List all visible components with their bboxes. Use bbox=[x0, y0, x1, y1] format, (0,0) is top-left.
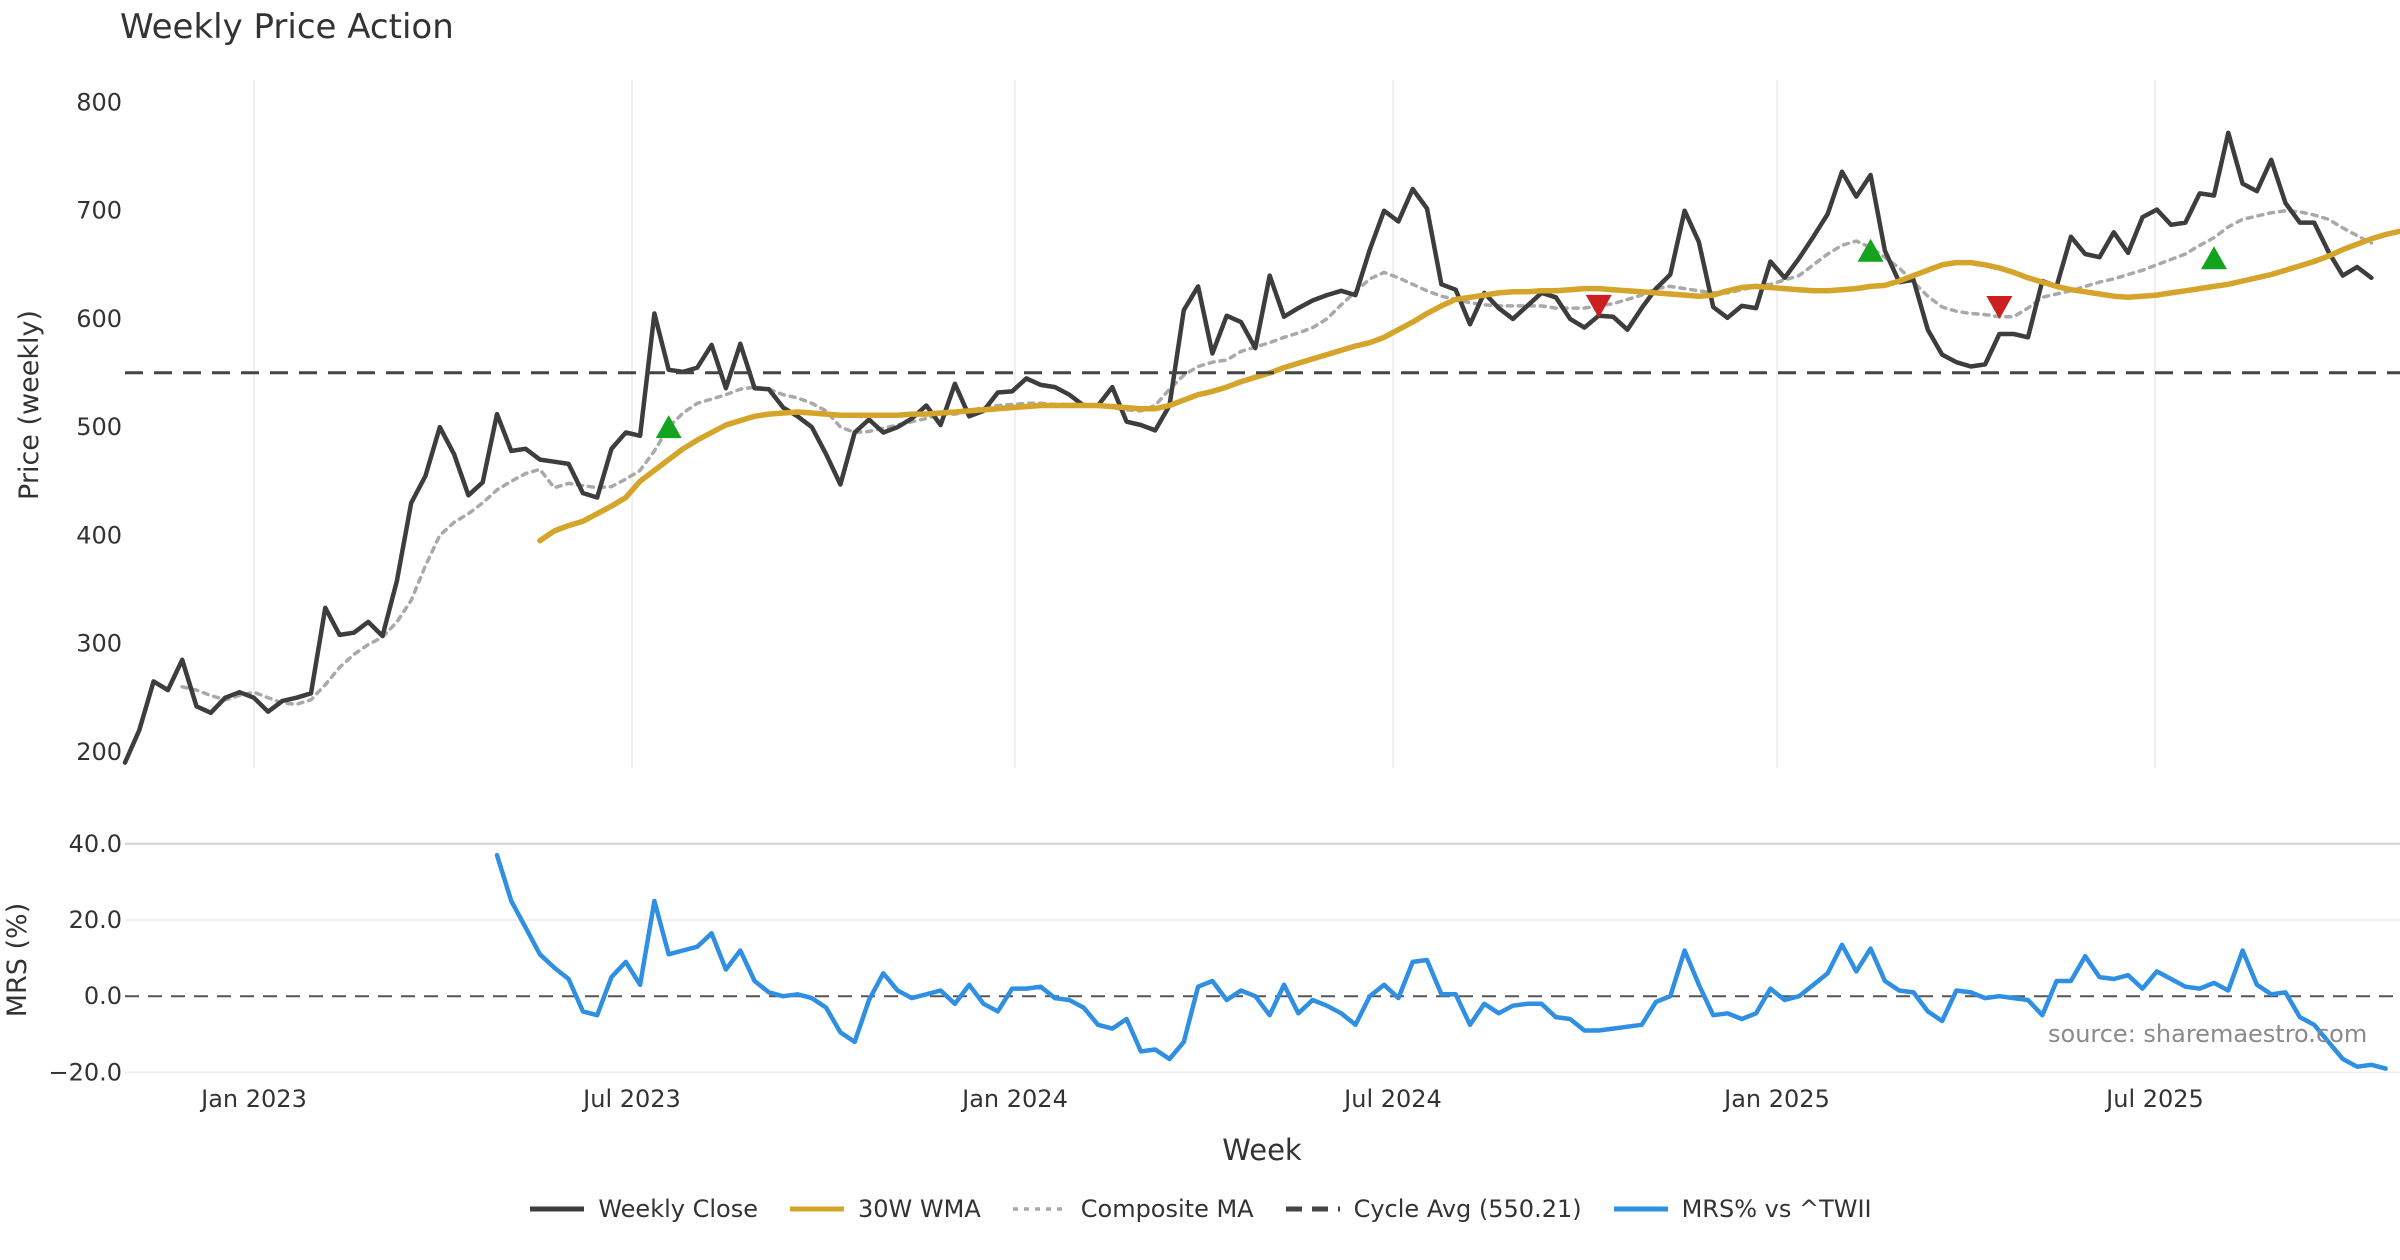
mrs-y-tick-label: −20.0 bbox=[48, 1058, 122, 1086]
price-y-tick-label: 700 bbox=[76, 197, 122, 225]
x-tick-label: Jan 2023 bbox=[199, 1085, 307, 1113]
mrs-plot bbox=[494, 852, 2388, 1071]
sell-signal-marker bbox=[1585, 294, 1612, 318]
legend-swatch bbox=[1012, 1207, 1067, 1211]
legend-swatch bbox=[1285, 1206, 1340, 1212]
legend-label: MRS% vs ^TWII bbox=[1681, 1195, 1872, 1223]
legend-swatch bbox=[789, 1206, 844, 1212]
price-plot bbox=[122, 130, 2400, 765]
price-y-tick-label: 300 bbox=[76, 630, 122, 658]
mrs-y-tick-label: 20.0 bbox=[69, 906, 122, 934]
mrs-y-ticks: −20.0 0.0 20.0 40.0 bbox=[48, 830, 122, 1087]
mrs-grid bbox=[125, 842, 2400, 1074]
price-y-tick-label: 600 bbox=[76, 305, 122, 333]
legend-label: Weekly Close bbox=[598, 1195, 758, 1223]
x-ticks: Jan 2023 Jul 2023 Jan 2024 Jul 2024 Jan 2025… bbox=[199, 1085, 2204, 1113]
legend-label: 30W WMA bbox=[857, 1195, 981, 1223]
legend-item: Weekly Close bbox=[528, 1195, 758, 1223]
price-y-tick-label: 400 bbox=[76, 521, 122, 549]
price-grid bbox=[253, 80, 2156, 768]
composite-ma-line bbox=[180, 208, 2374, 706]
mrs-line bbox=[494, 852, 2388, 1071]
x-tick-label: Jan 2024 bbox=[960, 1085, 1068, 1113]
buy-signal-marker bbox=[655, 415, 682, 439]
price-y-tick-label: 800 bbox=[76, 88, 122, 116]
mrs-axis-label: MRS (%) bbox=[2, 903, 33, 1018]
price-axis-label: Price (weekly) bbox=[14, 310, 45, 500]
legend-swatch bbox=[1613, 1206, 1668, 1212]
legend-label: Composite MA bbox=[1080, 1195, 1254, 1223]
price-y-tick-label: 200 bbox=[76, 738, 122, 766]
legend-item: Composite MA bbox=[1011, 1195, 1254, 1223]
chart-title: Weekly Price Action bbox=[120, 7, 454, 47]
legend-swatch bbox=[530, 1206, 585, 1212]
source-annotation: source: sharemaestro.com bbox=[2048, 1020, 2368, 1048]
x-tick-label: Jul 2025 bbox=[2104, 1085, 2204, 1113]
legend: Weekly Close 30W WMA Composite MA Cycle Avg… bbox=[0, 1195, 2400, 1223]
price-y-ticks: 200 300 400 500 600 700 800 bbox=[76, 88, 122, 765]
x-axis-label: Week bbox=[1222, 1133, 1302, 1167]
price-y-tick-label: 500 bbox=[76, 413, 122, 441]
legend-label: Cycle Avg (550.21) bbox=[1353, 1195, 1582, 1223]
buy-signal-marker bbox=[2200, 246, 2227, 270]
sell-signal-marker bbox=[1986, 295, 2013, 319]
weekly-close-line bbox=[122, 130, 2374, 765]
mrs-y-tick-label: 40.0 bbox=[69, 830, 122, 858]
legend-item: MRS% vs ^TWII bbox=[1612, 1195, 1872, 1223]
mrs-y-tick-label: 0.0 bbox=[84, 982, 122, 1010]
buy-signal-marker bbox=[1857, 238, 1884, 262]
x-tick-label: Jul 2024 bbox=[1342, 1085, 1442, 1113]
wma-30w-line bbox=[537, 228, 2400, 544]
legend-item: 30W WMA bbox=[788, 1195, 981, 1223]
x-tick-label: Jul 2023 bbox=[581, 1085, 681, 1113]
x-tick-label: Jan 2025 bbox=[1722, 1085, 1830, 1113]
legend-item: Cycle Avg (550.21) bbox=[1284, 1195, 1582, 1223]
